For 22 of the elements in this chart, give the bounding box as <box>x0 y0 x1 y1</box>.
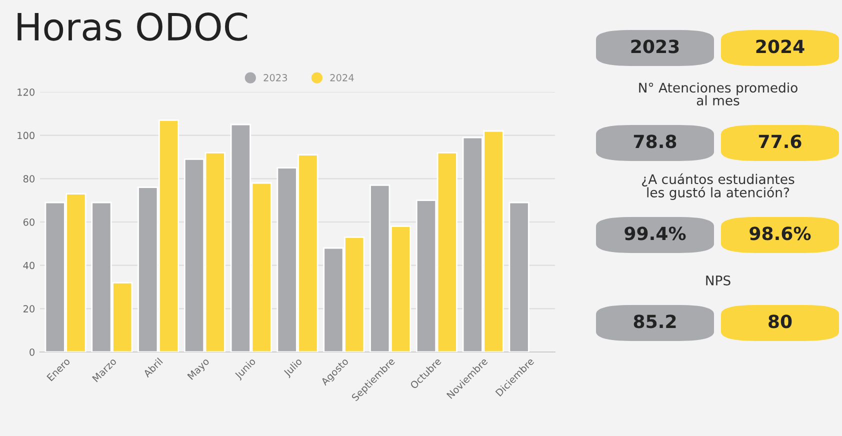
y-tick-label: 100 <box>18 132 34 140</box>
y-tick-label: 40 <box>23 262 34 270</box>
data-label: 77.6 <box>758 134 802 148</box>
category-label: N° Atenciones promedio al mes <box>639 82 798 106</box>
y-tick-label: 60 <box>23 218 34 226</box>
data-label: 98.6% <box>750 226 811 240</box>
legend-label: 2024 <box>330 74 354 82</box>
bar <box>508 202 530 352</box>
text: 2023 <box>631 40 679 54</box>
data-label: 78.8 <box>634 134 676 148</box>
category-label: ¿A cuántos estudiantes les gustó la atención? <box>642 173 794 200</box>
y-tick-label: 120 <box>18 88 34 96</box>
legend-label: 2023 <box>264 74 287 82</box>
y-tick-label: 20 <box>23 305 34 312</box>
y-tick-label: 80 <box>23 175 34 182</box>
y-tick-label: 0 <box>30 348 34 356</box>
data-label: 99.4% <box>624 226 686 240</box>
data-label: 85.2 <box>634 314 676 328</box>
text: 2024 <box>756 40 804 54</box>
data-label: 80 <box>768 314 792 328</box>
category-label: NPS <box>706 275 730 286</box>
chart-title: Horas ODOC <box>18 12 248 41</box>
